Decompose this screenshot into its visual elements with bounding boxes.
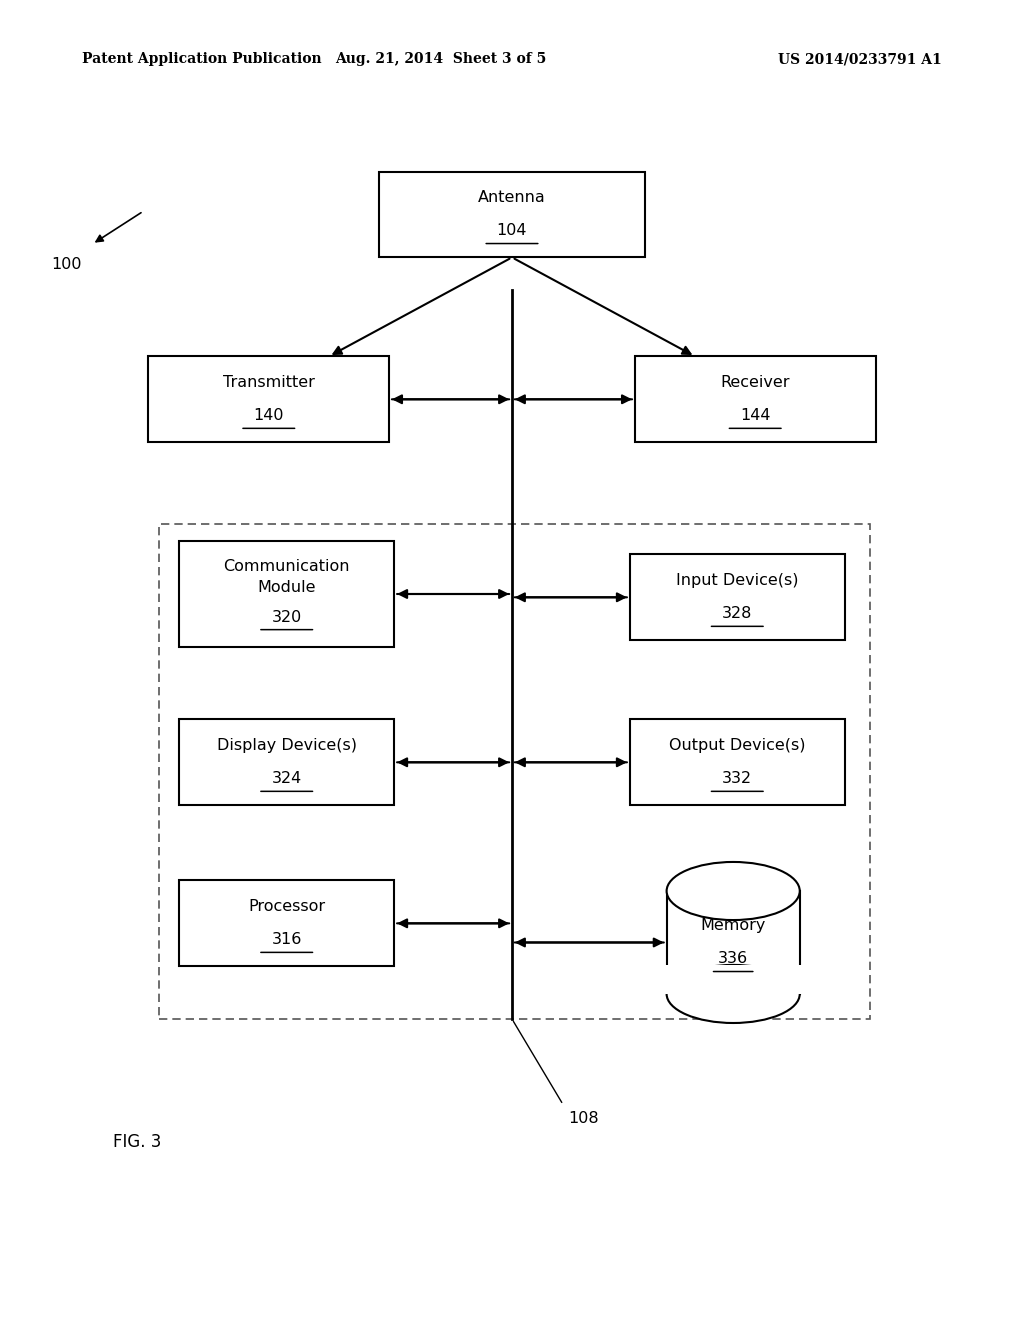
Text: Communication: Communication	[223, 558, 350, 574]
Bar	[667, 891, 800, 994]
Text: 108: 108	[568, 1111, 599, 1126]
Bar	[635, 356, 876, 442]
Ellipse shape	[667, 862, 800, 920]
Text: 144: 144	[740, 408, 770, 422]
Text: FIG. 3: FIG. 3	[113, 1133, 161, 1151]
Text: Module: Module	[257, 579, 316, 595]
Text: 100: 100	[51, 257, 82, 272]
Text: Transmitter: Transmitter	[223, 375, 314, 389]
Bar	[630, 719, 845, 805]
Text: Receiver: Receiver	[721, 375, 790, 389]
Text: Aug. 21, 2014  Sheet 3 of 5: Aug. 21, 2014 Sheet 3 of 5	[335, 53, 546, 66]
Text: 336: 336	[718, 950, 749, 966]
Text: Output Device(s): Output Device(s)	[669, 738, 806, 752]
Ellipse shape	[667, 965, 800, 1023]
Bar	[179, 880, 394, 966]
Bar	[630, 554, 845, 640]
Text: Antenna: Antenna	[478, 190, 546, 205]
Text: Display Device(s): Display Device(s)	[217, 738, 356, 752]
Text: Input Device(s): Input Device(s)	[676, 573, 799, 587]
Text: 320: 320	[271, 610, 302, 626]
Text: Processor: Processor	[248, 899, 326, 913]
Text: 316: 316	[271, 932, 302, 946]
Text: 328: 328	[722, 606, 753, 620]
Bar	[662, 965, 805, 994]
Text: 324: 324	[271, 771, 302, 785]
Bar	[148, 356, 389, 442]
Text: 140: 140	[254, 408, 284, 422]
Text: 104: 104	[497, 223, 527, 238]
Text: 332: 332	[722, 771, 753, 785]
Bar	[159, 524, 870, 1019]
Text: US 2014/0233791 A1: US 2014/0233791 A1	[778, 53, 942, 66]
Bar	[179, 719, 394, 805]
Text: Memory: Memory	[700, 917, 766, 933]
Bar	[179, 541, 394, 647]
Text: Patent Application Publication: Patent Application Publication	[82, 53, 322, 66]
Bar	[379, 172, 645, 257]
